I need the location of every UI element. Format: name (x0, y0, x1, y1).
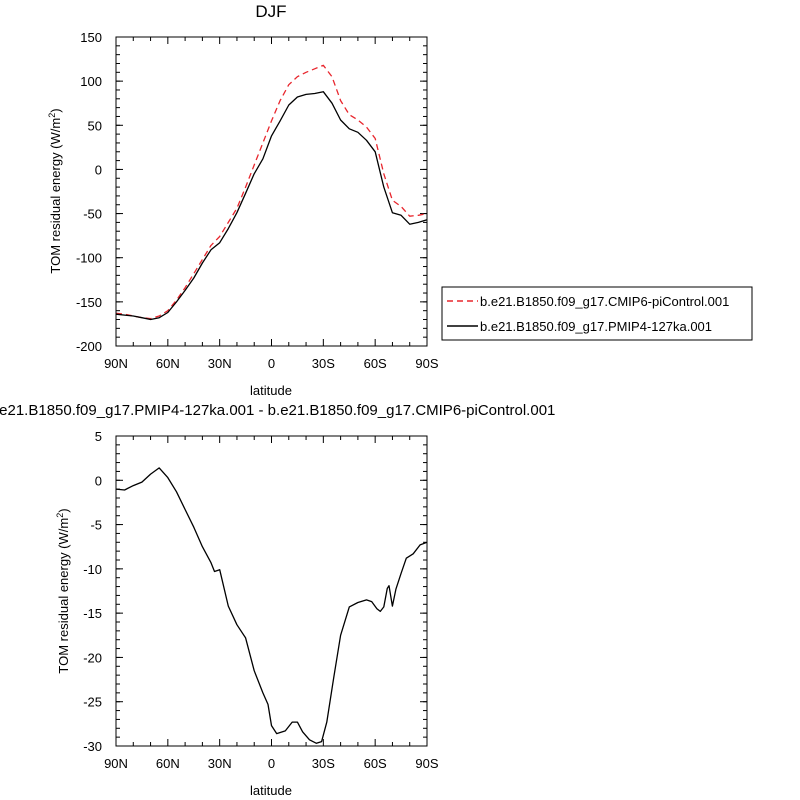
bottom-chart-ylabel-sup: 2 (55, 513, 65, 518)
x-tick-label: 60N (156, 356, 180, 371)
top-chart: DJF 90N 60N 30N 0 30S 60S 90S 150 100 50 0 -50 -100 -… (47, 2, 753, 398)
y-tick-label: -100 (76, 251, 102, 266)
y-tick-label: 0 (95, 162, 102, 177)
x-tick-label: 90S (415, 756, 438, 771)
series-line-0-0 (115, 64, 428, 320)
top-chart-series (115, 64, 428, 321)
x-tick-label: 60S (364, 756, 387, 771)
y-tick-label: -10 (83, 562, 102, 577)
bottom-chart-series (115, 467, 428, 744)
top-chart-ticks (115, 36, 428, 347)
y-tick-label: 0 (95, 473, 102, 488)
y-tick-label: 50 (88, 118, 102, 133)
bottom-chart: b.e21.B1850.f09_g17.PMIP4-127ka.001 - b.… (0, 402, 555, 798)
bottom-chart-tick-labels: 90N 60N 30N 0 30S 60S 90S 5 0 -5 -10 -15 -20 -25 -30 (83, 429, 439, 771)
series-line-0-1 (115, 91, 428, 321)
legend-box (441, 286, 753, 341)
bottom-chart-xlabel: latitude (250, 783, 292, 798)
x-tick-label: 60N (156, 756, 180, 771)
series-line-1-0 (115, 467, 428, 744)
x-tick-label: 0 (268, 756, 275, 771)
top-chart-ylabel: TOM residual energy (W/m2) (47, 108, 63, 273)
x-tick-label: 90N (104, 356, 128, 371)
y-tick-label: -200 (76, 339, 102, 354)
x-tick-label: 90N (104, 756, 128, 771)
legend-label-piControl: b.e21.B1850.f09_g17.CMIP6-piControl.001 (480, 294, 729, 309)
x-tick-label: 30S (312, 356, 335, 371)
bottom-chart-ticks (115, 435, 428, 747)
bottom-chart-title: b.e21.B1850.f09_g17.PMIP4-127ka.001 - b.… (0, 402, 555, 419)
y-tick-label: 5 (95, 429, 102, 444)
x-tick-label: 90S (415, 356, 438, 371)
legend-label-127ka: b.e21.B1850.f09_g17.PMIP4-127ka.001 (480, 319, 712, 334)
y-tick-label: 100 (80, 74, 102, 89)
top-chart-ylabel-end: ) (48, 108, 63, 112)
x-tick-label: 60S (364, 356, 387, 371)
bottom-chart-ylabel-main: TOM residual energy (W/m (56, 518, 71, 674)
top-chart-ylabel-main: TOM residual energy (W/m (48, 118, 63, 274)
y-tick-label: 150 (80, 30, 102, 45)
x-tick-label: 0 (268, 356, 275, 371)
top-chart-tick-labels: 90N 60N 30N 0 30S 60S 90S 150 100 50 0 -50 -100 -150 -… (76, 30, 439, 371)
top-chart-title: DJF (255, 2, 286, 21)
y-tick-label: -25 (83, 695, 102, 710)
bottom-chart-ylabel: TOM residual energy (W/m2) (55, 508, 71, 673)
bottom-chart-ylabel-end: ) (56, 508, 71, 512)
x-tick-label: 30S (312, 756, 335, 771)
x-tick-label: 30N (208, 356, 232, 371)
top-chart-ylabel-sup: 2 (47, 113, 57, 118)
y-tick-label: -20 (83, 650, 102, 665)
bottom-chart-plot-frame (115, 435, 428, 747)
top-chart-plot-frame (115, 36, 428, 347)
y-tick-label: -50 (83, 207, 102, 222)
x-tick-label: 30N (208, 756, 232, 771)
y-tick-label: -15 (83, 606, 102, 621)
y-tick-label: -5 (90, 518, 102, 533)
y-tick-label: -150 (76, 295, 102, 310)
top-chart-xlabel: latitude (250, 383, 292, 398)
y-tick-label: -30 (83, 739, 102, 754)
top-chart-legend: b.e21.B1850.f09_g17.CMIP6-piControl.001 … (441, 286, 753, 341)
